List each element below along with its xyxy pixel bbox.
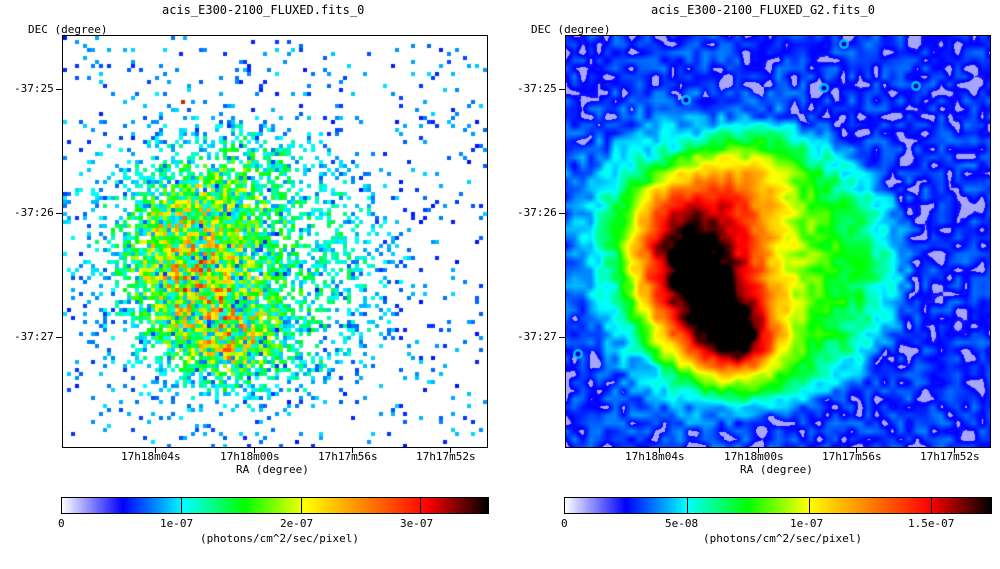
x-tick-mark <box>450 448 451 453</box>
image-title: acis_E300-2100_FLUXED.fits_0 <box>162 3 365 17</box>
image-title: acis_E300-2100_FLUXED_G2.fits_0 <box>651 3 875 17</box>
sky-image[interactable] <box>63 36 487 447</box>
colorbar-label: (photons/cm^2/sec/pixel) <box>703 532 862 545</box>
x-tick-label: 17h17m56s <box>318 450 378 463</box>
y-tick-mark <box>56 89 62 90</box>
y-tick-mark <box>559 89 565 90</box>
x-tick-label: 17h18m00s <box>220 450 280 463</box>
x-tick-label: 17h18m04s <box>121 450 181 463</box>
y-axis-label: DEC (degree) <box>28 23 108 36</box>
y-axis-label: DEC (degree) <box>531 23 611 36</box>
x-tick-mark <box>954 448 955 453</box>
sky-image[interactable] <box>566 36 990 447</box>
x-tick-label: 17h18m00s <box>724 450 784 463</box>
colorbar-tick-label: 2e-07 <box>280 517 314 530</box>
x-axis-label: RA (degree) <box>236 463 309 476</box>
y-tick-label: -37:26 <box>14 206 54 219</box>
x-tick-mark <box>659 448 660 453</box>
y-tick-mark <box>559 213 565 214</box>
x-tick-label: 17h18m04s <box>625 450 685 463</box>
x-tick-mark <box>352 448 353 453</box>
image-frame[interactable] <box>62 35 488 448</box>
x-tick-mark <box>856 448 857 453</box>
y-tick-label: -37:25 <box>14 82 54 95</box>
x-tick-label: 17h17m52s <box>920 450 980 463</box>
colorbar-tick-label: 3e-07 <box>400 517 434 530</box>
x-tick-label: 17h17m56s <box>822 450 882 463</box>
colorbar-label: (photons/cm^2/sec/pixel) <box>200 532 359 545</box>
y-tick-mark <box>56 337 62 338</box>
colorbar <box>61 497 489 514</box>
colorbar-tick-label: 0 <box>58 517 65 530</box>
colorbar-tick-label: 0 <box>561 517 568 530</box>
y-tick-mark <box>559 337 565 338</box>
colorbar <box>564 497 992 514</box>
y-tick-mark <box>56 213 62 214</box>
x-tick-mark <box>254 448 255 453</box>
colorbar-tick-label: 5e-08 <box>665 517 699 530</box>
x-axis-label: RA (degree) <box>740 463 813 476</box>
x-tick-label: 17h17m52s <box>416 450 476 463</box>
y-tick-label: -37:27 <box>14 330 54 343</box>
x-tick-mark <box>155 448 156 453</box>
colorbar-tick-label: 1e-07 <box>790 517 824 530</box>
image-frame[interactable] <box>565 35 991 448</box>
y-tick-label: -37:27 <box>517 330 557 343</box>
colorbar-tick-label: 1.5e-07 <box>908 517 955 530</box>
x-tick-mark <box>758 448 759 453</box>
colorbar-tick-label: 1e-07 <box>160 517 194 530</box>
y-tick-label: -37:25 <box>517 82 557 95</box>
y-tick-label: -37:26 <box>517 206 557 219</box>
